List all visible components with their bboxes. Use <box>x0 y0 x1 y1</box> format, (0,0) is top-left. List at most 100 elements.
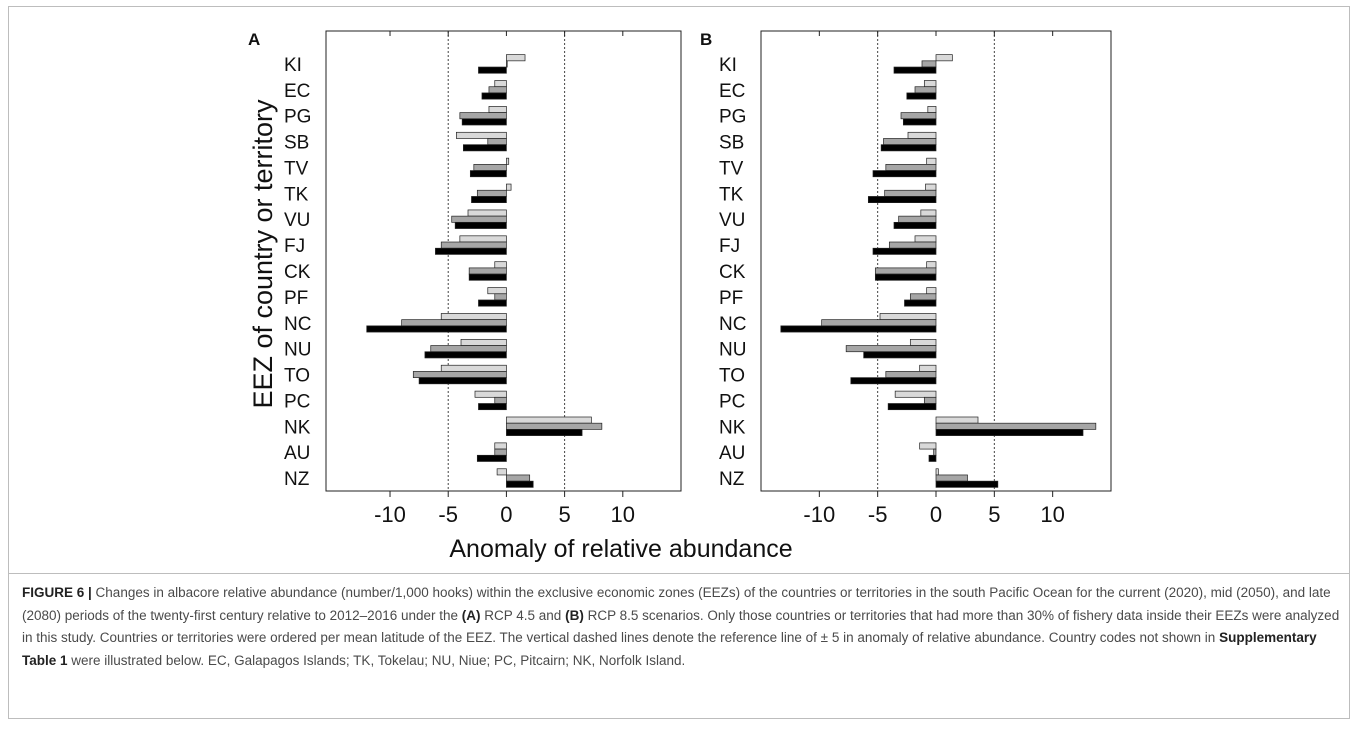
x-tick-label: 5 <box>558 502 570 527</box>
figure-caption: FIGURE 6 | Changes in albacore relative … <box>22 582 1342 672</box>
bar-nc-s1 <box>440 313 507 321</box>
category-label: NU <box>284 340 311 361</box>
bar-to-s1 <box>919 364 937 372</box>
bar-ec-s1 <box>494 80 507 88</box>
category-label: CK <box>284 262 311 283</box>
bar-nz-s2 <box>935 474 968 482</box>
bar-fj-s1 <box>459 235 507 243</box>
category-label: NK <box>719 417 746 438</box>
caption-text-3: RCP 8.5 scenarios. Only those countries … <box>22 607 1340 646</box>
category-label: PC <box>284 391 310 412</box>
bar-nc-s2 <box>821 319 937 327</box>
bar-pg-s2 <box>900 112 937 120</box>
bar-sb-s1 <box>907 131 937 139</box>
bar-au-s1 <box>494 442 507 450</box>
bar-ki-s2 <box>921 60 937 68</box>
bar-tk-s2 <box>476 189 507 197</box>
bar-ck-s3 <box>874 273 937 281</box>
bar-nc-s2 <box>401 319 507 327</box>
bar-to-s2 <box>412 371 507 378</box>
bar-pc-s2 <box>494 396 507 404</box>
x-tick-label: 0 <box>500 502 512 527</box>
category-label: TV <box>719 158 744 179</box>
x-tick-label: 10 <box>611 502 635 527</box>
bar-nz-s1 <box>935 468 939 476</box>
caption-text-2: RCP 4.5 and <box>480 607 566 623</box>
bar-sb-s2 <box>883 138 937 146</box>
bar-pc-s3 <box>887 403 937 411</box>
bar-au-s2 <box>933 448 937 456</box>
x-tick-label: 5 <box>988 502 1000 527</box>
category-label: NC <box>719 314 746 335</box>
bar-nz-s2 <box>506 474 531 482</box>
bar-vu-s2 <box>451 215 507 223</box>
chart-panel-b: -10 -5 0 5 10 B KI EC PG SB TV TK VU FJ CK PF NC NU TO PC NK… <box>700 30 1112 527</box>
bar-fj-s1 <box>914 235 937 243</box>
bar-ck-s3 <box>468 273 507 281</box>
bar-nk-s3 <box>506 429 583 436</box>
bar-pc-s1 <box>894 390 937 398</box>
bar-pf-s2 <box>909 293 937 301</box>
bar-tk-s3 <box>471 196 507 204</box>
bar-ck-s1 <box>494 261 507 269</box>
caption-text-1: Changes in albacore relative abundance (… <box>22 585 1331 623</box>
category-label: VU <box>284 210 310 231</box>
bar-pf-s1 <box>487 287 507 295</box>
bar-vu-s1 <box>920 209 937 217</box>
bar-fj-s2 <box>440 241 507 249</box>
bar-tk-s3 <box>867 196 937 204</box>
category-label: TO <box>719 366 745 387</box>
bar-ki-s1 <box>506 54 526 62</box>
category-label: TK <box>284 184 309 205</box>
bar-to-s1 <box>440 364 507 372</box>
bar-ec-s1 <box>923 80 937 88</box>
caption-divider <box>8 573 1350 574</box>
bar-nk-s1 <box>506 416 592 424</box>
caption-panel-a-ref: (A) <box>461 607 481 623</box>
panel-label: A <box>248 30 260 49</box>
bar-tv-s3 <box>469 170 507 178</box>
bar-nz-s3 <box>506 480 534 488</box>
bar-nu-s2 <box>845 345 937 353</box>
category-label: PG <box>284 107 311 128</box>
category-label: SB <box>719 133 744 154</box>
caption-panel-b-ref: (B) <box>565 607 584 623</box>
bar-tk-s2 <box>884 189 937 197</box>
bar-ec-s2 <box>914 86 937 94</box>
x-axis-title: Anomaly of relative abundance <box>449 535 792 563</box>
category-label: NC <box>284 314 311 335</box>
category-label: EC <box>284 81 310 102</box>
bar-pg-s1 <box>927 106 937 113</box>
x-tick-label: -10 <box>374 502 406 527</box>
category-label: EC <box>719 81 745 102</box>
bar-fj-s3 <box>872 247 937 255</box>
category-label: TO <box>284 366 310 387</box>
bar-au-s3 <box>476 454 507 462</box>
panel-label: B <box>700 30 712 49</box>
bar-ki-s3 <box>893 66 937 74</box>
bar-fj-s2 <box>888 241 937 249</box>
bar-au-s2 <box>494 448 507 456</box>
bar-au-s1 <box>919 442 937 450</box>
caption-figure-label: FIGURE 6 | <box>22 585 92 600</box>
category-label: NZ <box>284 469 310 490</box>
bar-nz-s3 <box>935 480 999 488</box>
bar-ec-s3 <box>481 92 507 100</box>
category-label: SB <box>284 133 309 154</box>
category-label: TK <box>719 184 744 205</box>
caption-supplementary-link[interactable]: Supplementary Table 1 <box>22 630 1317 668</box>
bar-pf-s1 <box>926 287 937 295</box>
bar-ck-s1 <box>926 261 937 269</box>
bar-fj-s3 <box>435 247 507 255</box>
bar-ki-s2 <box>506 60 508 68</box>
bar-pc-s3 <box>478 403 507 411</box>
x-tick-label: -5 <box>868 502 888 527</box>
category-label: NK <box>284 417 311 438</box>
bar-pc-s2 <box>923 396 937 404</box>
bar-ec-s2 <box>488 86 507 94</box>
bar-pg-s1 <box>488 106 507 113</box>
bar-pf-s3 <box>478 299 507 307</box>
bar-ki-s1 <box>935 54 953 62</box>
bar-tv-s2 <box>473 164 507 171</box>
plot-frame <box>325 30 682 492</box>
